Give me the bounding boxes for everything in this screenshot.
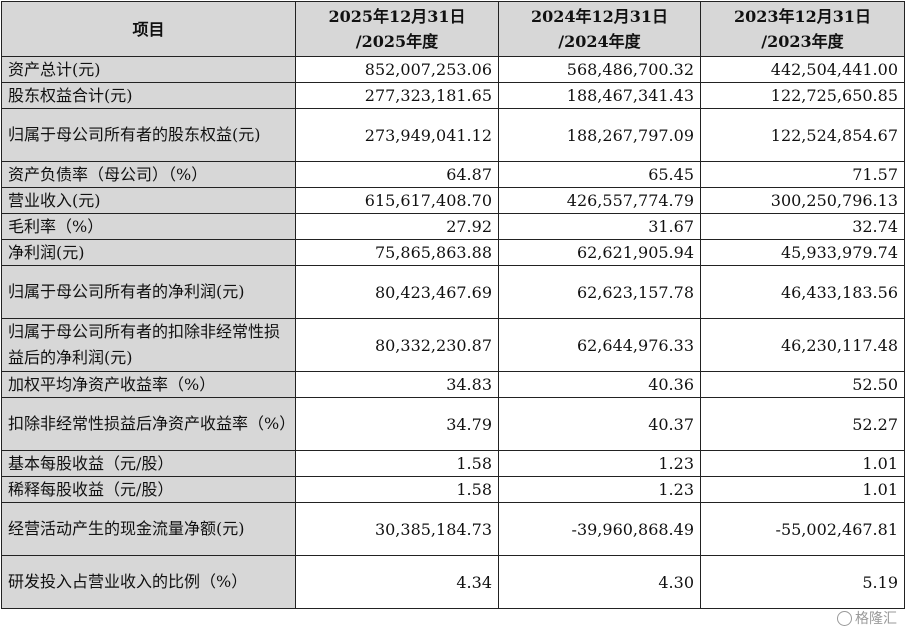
value-cell: -55,002,467.81	[700, 502, 905, 556]
value-cell: 1.01	[700, 450, 905, 477]
value-cell: 32.74	[700, 213, 905, 240]
watermark: 格隆汇	[837, 608, 897, 628]
value-cell: 122,524,854.67	[700, 108, 905, 162]
table-row: 归属于母公司所有者的股东权益(元) 273,949,041.12 188,267,7…	[1, 108, 905, 162]
row-label: 营业收入(元)	[1, 187, 296, 214]
row-label: 归属于母公司所有者的股东权益(元)	[1, 108, 296, 162]
column-header-text: 2024年12月31日/2024年度	[530, 7, 669, 51]
column-header: 2023年12月31日/2023年度	[700, 1, 905, 57]
column-header-text: 项目	[132, 19, 165, 39]
value-cell: 30,385,184.73	[295, 502, 499, 556]
table-row: 归属于母公司所有者的扣除非经常性损益后的净利润(元) 80,332,230.87 6…	[1, 318, 905, 372]
value-cell: 1.01	[700, 476, 905, 503]
table-row: 研发投入占营业收入的比例（%） 4.34 4.30 5.19	[1, 555, 905, 609]
value-cell: 31.67	[498, 213, 701, 240]
value-cell: 5.19	[700, 555, 905, 609]
value-cell: 52.27	[700, 397, 905, 451]
value-cell: 52.50	[700, 371, 905, 398]
value-cell: 273,949,041.12	[295, 108, 499, 162]
value-cell: 80,332,230.87	[295, 318, 499, 372]
value-cell: 4.34	[295, 555, 499, 609]
row-label: 加权平均净资产收益率（%）	[1, 371, 296, 398]
table-row: 基本每股收益（元/股） 1.58 1.23 1.01	[1, 450, 905, 477]
table-header-row: 项目 2025年12月31日/2025年度 2024年12月31日/2024年度…	[1, 1, 905, 57]
value-cell: 27.92	[295, 213, 499, 240]
watermark-text: 格隆汇	[855, 611, 897, 627]
value-cell: 1.58	[295, 476, 499, 503]
column-header: 项目	[1, 1, 296, 57]
value-cell: 277,323,181.65	[295, 82, 499, 109]
value-cell: -39,960,868.49	[498, 502, 701, 556]
table-row: 营业收入(元) 615,617,408.70 426,557,774.79 300,2…	[1, 187, 905, 214]
value-cell: 568,486,700.32	[498, 56, 701, 83]
value-cell: 45,933,979.74	[700, 239, 905, 266]
value-cell: 62,621,905.94	[498, 239, 701, 266]
value-cell: 71.57	[700, 161, 905, 188]
value-cell: 188,267,797.09	[498, 108, 701, 162]
column-header: 2024年12月31日/2024年度	[498, 1, 701, 57]
row-label: 经营活动产生的现金流量净额(元)	[1, 502, 296, 556]
row-label: 归属于母公司所有者的净利润(元)	[1, 265, 296, 319]
row-label: 扣除非经常性损益后净资产收益率（%）	[1, 397, 296, 451]
row-label: 归属于母公司所有者的扣除非经常性损益后的净利润(元)	[1, 318, 296, 372]
value-cell: 852,007,253.06	[295, 56, 499, 83]
financial-summary-table: 项目 2025年12月31日/2025年度 2024年12月31日/2024年度…	[1, 1, 905, 609]
value-cell: 1.23	[498, 476, 701, 503]
row-label: 净利润(元)	[1, 239, 296, 266]
value-cell: 40.36	[498, 371, 701, 398]
value-cell: 1.23	[498, 450, 701, 477]
value-cell: 34.79	[295, 397, 499, 451]
row-label: 股东权益合计(元)	[1, 82, 296, 109]
row-label: 毛利率（%）	[1, 213, 296, 240]
table-row: 经营活动产生的现金流量净额(元) 30,385,184.73 -39,960,868…	[1, 502, 905, 556]
value-cell: 46,230,117.48	[700, 318, 905, 372]
column-header: 2025年12月31日/2025年度	[295, 1, 499, 57]
value-cell: 1.58	[295, 450, 499, 477]
table-row: 资产总计(元) 852,007,253.06 568,486,700.32 442,5…	[1, 56, 905, 83]
row-label: 资产总计(元)	[1, 56, 296, 83]
table-row: 毛利率（%） 27.92 31.67 32.74	[1, 213, 905, 240]
value-cell: 426,557,774.79	[498, 187, 701, 214]
value-cell: 122,725,650.85	[700, 82, 905, 109]
value-cell: 64.87	[295, 161, 499, 188]
value-cell: 62,623,157.78	[498, 265, 701, 319]
table-row: 股东权益合计(元) 277,323,181.65 188,467,341.43 122…	[1, 82, 905, 109]
row-label: 稀释每股收益（元/股）	[1, 476, 296, 503]
table-row: 扣除非经常性损益后净资产收益率（%） 34.79 40.37 52.27	[1, 397, 905, 451]
table-row: 加权平均净资产收益率（%） 34.83 40.36 52.50	[1, 371, 905, 398]
row-label: 基本每股收益（元/股）	[1, 450, 296, 477]
value-cell: 300,250,796.13	[700, 187, 905, 214]
table-row: 净利润(元) 75,865,863.88 62,621,905.94 45,933,9…	[1, 239, 905, 266]
table-row: 稀释每股收益（元/股） 1.58 1.23 1.01	[1, 476, 905, 503]
value-cell: 80,423,467.69	[295, 265, 499, 319]
row-label: 资产负债率（母公司）（%）	[1, 161, 296, 188]
table-row: 资产负债率（母公司）（%） 64.87 65.45 71.57	[1, 161, 905, 188]
value-cell: 40.37	[498, 397, 701, 451]
value-cell: 62,644,976.33	[498, 318, 701, 372]
value-cell: 65.45	[498, 161, 701, 188]
value-cell: 188,467,341.43	[498, 82, 701, 109]
value-cell: 442,504,441.00	[700, 56, 905, 83]
row-label: 研发投入占营业收入的比例（%）	[1, 555, 296, 609]
value-cell: 34.83	[295, 371, 499, 398]
table-row: 归属于母公司所有者的净利润(元) 80,423,467.69 62,623,157.…	[1, 265, 905, 319]
watermark-logo-icon	[837, 610, 852, 626]
value-cell: 4.30	[498, 555, 701, 609]
column-header-text: 2023年12月31日/2023年度	[733, 7, 872, 51]
value-cell: 75,865,863.88	[295, 239, 499, 266]
column-header-text: 2025年12月31日/2025年度	[328, 7, 466, 51]
value-cell: 615,617,408.70	[295, 187, 499, 214]
value-cell: 46,433,183.56	[700, 265, 905, 319]
